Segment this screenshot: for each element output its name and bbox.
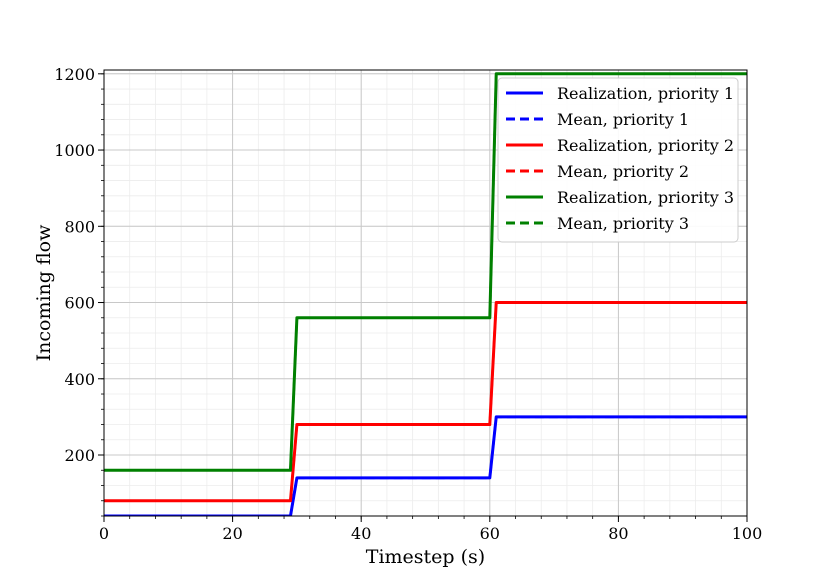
x-tick-label: 60 xyxy=(480,524,500,543)
y-tick-label: 1200 xyxy=(54,65,95,84)
y-tick-label: 800 xyxy=(64,217,95,236)
x-tick-label: 80 xyxy=(608,524,628,543)
legend-label-3: Realization, priority 2 xyxy=(557,136,734,155)
x-tick-label: 0 xyxy=(99,524,109,543)
y-tick-label: 200 xyxy=(64,446,95,465)
axis-ticks: 0 20 40 60 80 100 200 400 600 800 1000 1200 xyxy=(54,65,762,543)
legend-label-4: Mean, priority 2 xyxy=(557,162,689,181)
series-line-2 xyxy=(104,415,747,516)
y-axis-label: Incoming flow xyxy=(33,224,55,361)
legend-label-2: Mean, priority 1 xyxy=(557,110,689,129)
legend-label-1: Realization, priority 1 xyxy=(557,84,734,103)
series-layer xyxy=(104,72,747,516)
y-tick-label: 1000 xyxy=(54,141,95,160)
x-tick-label: 20 xyxy=(222,524,242,543)
legend: Realization, priority 1 Mean, priority 1 R… xyxy=(497,77,739,243)
legend-box xyxy=(497,77,739,243)
series-line-4 xyxy=(104,301,747,503)
y-tick-label: 600 xyxy=(64,294,95,313)
plot-frame xyxy=(103,69,748,517)
x-axis-label: Timestep (s) xyxy=(366,546,485,568)
x-tick-label: 40 xyxy=(351,524,371,543)
y-tick-label: 400 xyxy=(64,370,95,389)
x-tick-label: 100 xyxy=(732,524,763,543)
series-line-6 xyxy=(104,72,747,472)
legend-label-5: Realization, priority 3 xyxy=(557,188,734,207)
legend-label-6: Mean, priority 3 xyxy=(557,214,689,233)
